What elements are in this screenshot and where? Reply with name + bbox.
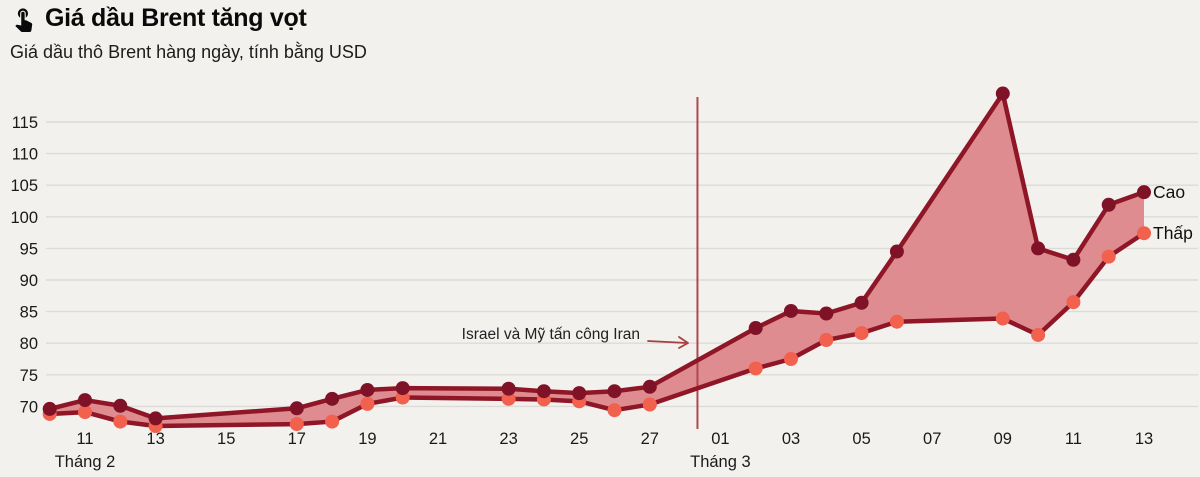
low-point[interactable] — [325, 414, 340, 429]
high-point[interactable] — [395, 381, 410, 396]
low-point[interactable] — [501, 391, 516, 406]
low-point[interactable] — [748, 361, 763, 376]
low-point[interactable] — [607, 403, 622, 418]
low-point[interactable] — [642, 397, 657, 412]
tap-gesture-icon — [10, 5, 37, 32]
low-point[interactable] — [784, 352, 798, 366]
x-axis-tick-label: 11 — [1065, 430, 1082, 448]
high-point[interactable] — [325, 391, 340, 406]
high-point[interactable] — [572, 386, 587, 401]
y-axis-tick-label: 85 — [20, 304, 38, 322]
chart-subtitle: Giá dầu thô Brent hàng ngày, tính bằng U… — [10, 42, 367, 62]
low-point[interactable] — [1066, 295, 1081, 310]
low-point[interactable] — [1137, 226, 1151, 241]
high-point[interactable] — [995, 86, 1010, 101]
legend-label-low: Thấp — [1153, 223, 1193, 243]
high-point[interactable] — [854, 295, 869, 310]
y-axis-tick-label: 95 — [20, 240, 38, 258]
high-point[interactable] — [889, 244, 904, 259]
y-axis-tick-label: 110 — [12, 146, 38, 164]
x-axis-tick-label: 07 — [923, 430, 941, 448]
y-axis-tick-label: 70 — [20, 398, 38, 416]
low-point[interactable] — [78, 405, 92, 420]
low-point[interactable] — [1031, 327, 1046, 342]
x-axis-tick-label: 01 — [711, 430, 729, 448]
high-point[interactable] — [1066, 252, 1081, 267]
high-point[interactable] — [1137, 185, 1151, 200]
high-low-range-fill — [49, 93, 1145, 426]
event-annotation-text: Israel và Mỹ tấn công Iran — [462, 326, 640, 343]
y-axis-tick-label: 80 — [20, 335, 38, 353]
chart-header: Giá dầu Brent tăng vọt Giá dầu thô Brent… — [10, 4, 367, 63]
high-point[interactable] — [1031, 241, 1046, 256]
y-axis-tick-label: 105 — [10, 177, 38, 195]
high-point[interactable] — [78, 393, 92, 408]
high-point[interactable] — [360, 382, 375, 397]
low-point[interactable] — [995, 311, 1010, 326]
y-axis-tick-label: 90 — [20, 272, 38, 290]
high-point[interactable] — [607, 384, 622, 399]
x-axis-tick-label: 21 — [429, 430, 447, 448]
legend-label-high: Cao — [1153, 182, 1185, 202]
high-point[interactable] — [113, 398, 128, 413]
annotation-arrow-icon — [647, 336, 689, 349]
high-point[interactable] — [1101, 197, 1116, 212]
high-point[interactable] — [289, 401, 304, 416]
low-point[interactable] — [819, 333, 834, 348]
high-point[interactable] — [42, 401, 57, 416]
x-axis-tick-label: 11 — [76, 430, 93, 448]
low-point[interactable] — [889, 314, 904, 329]
high-point[interactable] — [148, 411, 163, 426]
page-title: Giá dầu Brent tăng vọt — [45, 4, 307, 32]
month-label: Tháng 2 — [55, 453, 116, 471]
high-point[interactable] — [784, 303, 798, 318]
x-axis-tick-label: 09 — [994, 430, 1012, 448]
month-label: Tháng 3 — [690, 453, 751, 471]
x-axis-tick-label: 05 — [852, 430, 870, 448]
x-axis-tick-label: 13 — [146, 430, 164, 448]
x-axis-tick-label: 13 — [1135, 430, 1153, 448]
high-point[interactable] — [819, 306, 834, 321]
high-point[interactable] — [501, 381, 516, 396]
x-axis-tick-label: 23 — [499, 430, 517, 448]
high-point[interactable] — [748, 321, 763, 336]
x-axis-tick-label: 03 — [782, 430, 800, 448]
x-axis-tick-label: 27 — [641, 430, 659, 448]
low-point[interactable] — [113, 414, 128, 429]
x-axis-tick-label: 17 — [288, 430, 306, 448]
low-point[interactable] — [1101, 249, 1116, 264]
low-point[interactable] — [360, 396, 375, 411]
y-axis-tick-label: 100 — [10, 209, 38, 227]
high-point[interactable] — [536, 384, 551, 399]
low-point[interactable] — [289, 417, 304, 432]
x-axis-tick-label: 15 — [217, 430, 235, 448]
x-axis-tick-label: 25 — [570, 430, 588, 448]
y-axis-tick-label: 115 — [12, 114, 38, 132]
low-point[interactable] — [854, 326, 869, 341]
y-axis-tick-label: 75 — [20, 367, 38, 385]
x-axis-tick-label: 19 — [358, 430, 376, 448]
high-point[interactable] — [642, 379, 657, 394]
